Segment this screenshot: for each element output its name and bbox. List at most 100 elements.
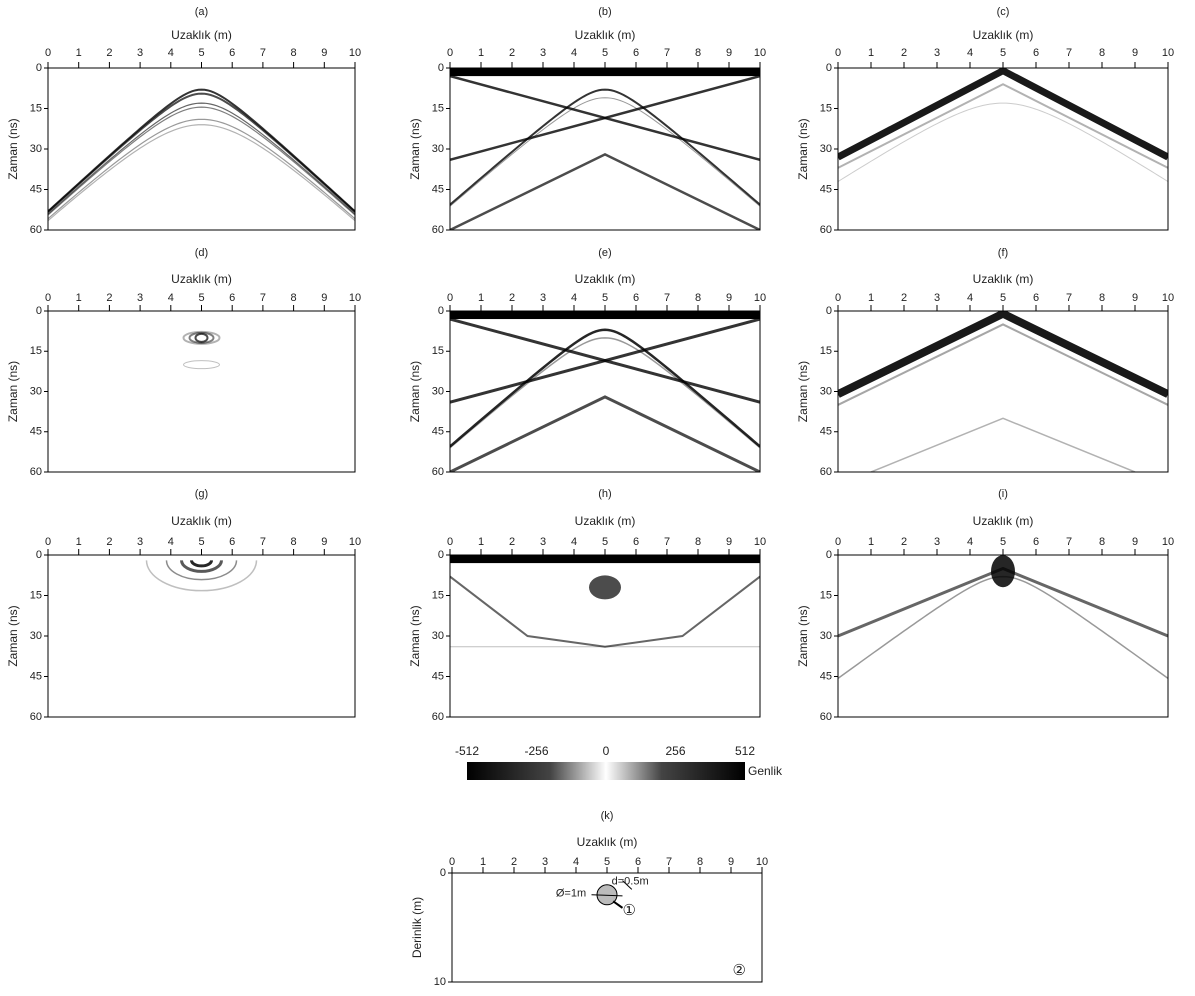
x-axis-label: Uzaklık (m) <box>171 272 232 286</box>
x-tick-label: 3 <box>137 292 143 304</box>
y-tick-label: 0 <box>826 305 832 317</box>
x-tick-label: 9 <box>1132 536 1138 548</box>
x-tick-label: 8 <box>1099 47 1105 59</box>
reflection <box>450 338 760 448</box>
x-tick-label: 10 <box>756 856 768 868</box>
x-tick-label: 7 <box>260 47 266 59</box>
y-tick-label: 60 <box>432 711 444 723</box>
reflection <box>48 90 355 212</box>
direct-wave <box>450 555 760 563</box>
x-tick-label: 0 <box>835 536 841 548</box>
x-tick-label: 3 <box>934 47 940 59</box>
y-axis-label: Derinlik (m) <box>410 897 424 958</box>
x-tick-label: 7 <box>260 292 266 304</box>
x-tick-label: 4 <box>168 536 174 548</box>
y-tick-label: 30 <box>30 385 42 397</box>
y-tick-label: 15 <box>30 589 42 601</box>
x-tick-label: 0 <box>45 292 51 304</box>
x-tick-label: 9 <box>321 536 327 548</box>
y-tick-label: 0 <box>826 62 832 74</box>
x-tick-label: 2 <box>511 856 517 868</box>
x-tick-label: 8 <box>291 292 297 304</box>
y-tick-label: 60 <box>30 466 42 478</box>
colorbar-tick-label: -512 <box>455 744 479 758</box>
x-tick-label: 10 <box>349 292 361 304</box>
y-tick-label: 30 <box>432 385 444 397</box>
diameter-line <box>592 895 623 896</box>
reflection <box>450 330 760 447</box>
reflection <box>48 94 355 212</box>
x-tick-label: 1 <box>478 47 484 59</box>
x-tick-label: 9 <box>726 536 732 548</box>
y-tick-label: 15 <box>432 102 444 114</box>
y-tick-label: 0 <box>440 867 446 879</box>
y-tick-label: 30 <box>820 630 832 642</box>
y-tick-label: 45 <box>820 183 832 195</box>
x-tick-label: 7 <box>666 856 672 868</box>
x-tick-label: 10 <box>1162 536 1174 548</box>
y-tick-label: 15 <box>432 589 444 601</box>
reflection <box>838 84 1168 168</box>
x-tick-label: 7 <box>664 47 670 59</box>
x-tick-label: 6 <box>229 536 235 548</box>
x-tick-label: 9 <box>321 47 327 59</box>
y-tick-label: 15 <box>820 589 832 601</box>
x-tick-label: 5 <box>198 292 204 304</box>
panel-label: (i) <box>998 488 1008 500</box>
radargram <box>450 555 760 647</box>
reflection <box>838 577 1168 679</box>
x-tick-label: 3 <box>540 292 546 304</box>
pointer <box>613 901 622 908</box>
x-tick-label: 5 <box>602 292 608 304</box>
y-tick-label: 30 <box>30 630 42 642</box>
y-tick-label: 45 <box>432 670 444 682</box>
x-tick-label: 2 <box>509 536 515 548</box>
reflection <box>838 314 1168 395</box>
x-tick-label: 1 <box>868 536 874 548</box>
x-tick-label: 10 <box>754 47 766 59</box>
x-tick-label: 5 <box>198 536 204 548</box>
x-tick-label: 3 <box>540 536 546 548</box>
x-tick-label: 6 <box>1033 536 1039 548</box>
reflection <box>184 361 220 369</box>
y-tick-label: 0 <box>36 305 42 317</box>
x-tick-label: 3 <box>137 47 143 59</box>
radargram <box>184 332 220 369</box>
panel-label: (g) <box>195 488 208 500</box>
x-tick-label: 2 <box>901 536 907 548</box>
radargram <box>838 314 1168 472</box>
reflection <box>48 107 355 215</box>
x-tick-label: 8 <box>695 292 701 304</box>
x-tick-label: 3 <box>137 536 143 548</box>
x-tick-label: 9 <box>1132 292 1138 304</box>
y-tick-label: 45 <box>432 426 444 438</box>
annotation: Ø=1m <box>556 888 586 900</box>
x-tick-label: 5 <box>1000 292 1006 304</box>
x-tick-label: 2 <box>901 292 907 304</box>
x-axis-label: Uzaklık (m) <box>575 514 636 528</box>
panel-label: (f) <box>998 247 1008 259</box>
radargram <box>48 90 355 221</box>
x-tick-label: 6 <box>633 47 639 59</box>
x-tick-label: 3 <box>934 536 940 548</box>
x-tick-label: 6 <box>633 292 639 304</box>
x-tick-label: 6 <box>1033 292 1039 304</box>
panel-label: (c) <box>997 6 1010 18</box>
radargram <box>450 311 760 472</box>
y-tick-label: 15 <box>820 345 832 357</box>
x-tick-label: 3 <box>542 856 548 868</box>
x-tick-label: 10 <box>349 536 361 548</box>
reflection <box>838 324 1168 405</box>
y-axis-label: Zaman (ns) <box>796 361 810 422</box>
y-tick-label: 30 <box>432 630 444 642</box>
y-tick-label: 0 <box>826 549 832 561</box>
y-tick-label: 0 <box>36 549 42 561</box>
y-tick-label: 10 <box>434 976 446 988</box>
plot-frame <box>838 68 1168 230</box>
y-tick-label: 60 <box>432 224 444 236</box>
radargram <box>838 71 1168 182</box>
annotation: ② <box>733 962 746 979</box>
y-tick-label: 45 <box>432 183 444 195</box>
y-axis-label: Zaman (ns) <box>796 605 810 666</box>
x-tick-label: 4 <box>571 292 577 304</box>
